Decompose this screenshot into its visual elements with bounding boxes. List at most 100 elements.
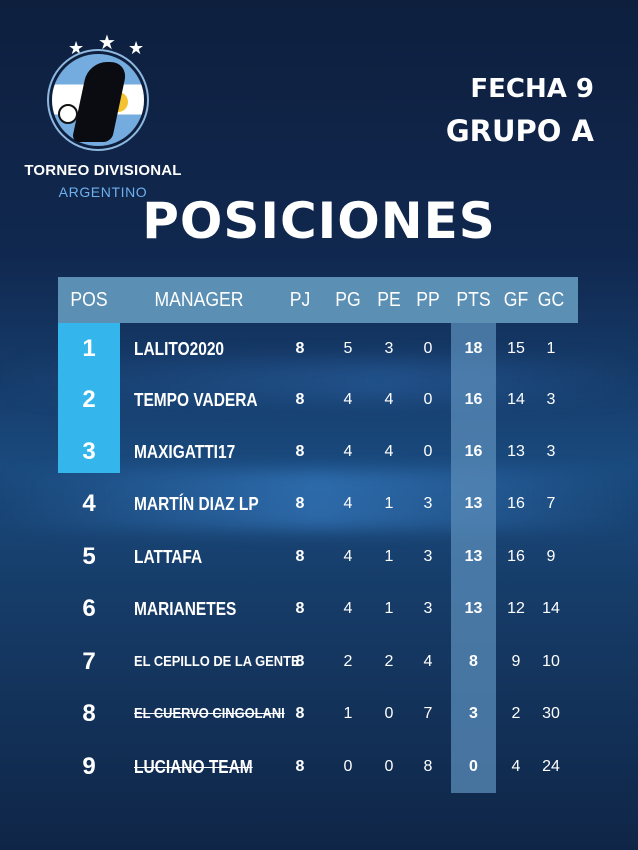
cell-pj: 8 (295, 443, 305, 460)
cell-pp: 3 (423, 495, 433, 512)
cell-gc: 3 (546, 391, 556, 408)
stars-icon: ★ ★ ★ (68, 30, 145, 59)
cell-gf: 15 (507, 340, 525, 357)
cell-pp: 3 (423, 600, 433, 617)
cell-manager: LATTAFA (134, 547, 203, 567)
cell-pos: 2 (82, 386, 96, 413)
cell-pts: 3 (469, 705, 478, 722)
cell-manager: MAXIGATTI17 (134, 442, 236, 462)
column-header-pj: PJ (289, 289, 311, 311)
cell-pj: 8 (295, 391, 305, 408)
cell-pe: 0 (384, 705, 394, 722)
cell-pe: 0 (384, 758, 394, 775)
cell-pg: 4 (343, 548, 353, 565)
cell-pts: 0 (469, 758, 478, 775)
cell-gc: 30 (542, 705, 560, 722)
cell-pp: 7 (423, 705, 433, 722)
cell-gc: 14 (542, 600, 560, 617)
cell-pos: 4 (82, 490, 96, 517)
cell-gf: 14 (507, 391, 525, 408)
table-row: 3 MAXIGATTI17 8 4 4 0 16 13 3 (58, 426, 578, 478)
cell-pp: 3 (423, 548, 433, 565)
cell-manager: TEMPO VADERA (134, 390, 258, 410)
cell-pp: 4 (423, 653, 433, 670)
cell-pe: 1 (384, 600, 394, 617)
cell-pts: 13 (464, 548, 483, 565)
column-header-pts: PTS (456, 289, 491, 311)
cell-pj: 8 (295, 758, 305, 775)
cell-pp: 0 (423, 391, 433, 408)
cell-pj: 8 (295, 548, 305, 565)
cell-pg: 4 (343, 391, 353, 408)
cell-gf: 2 (511, 705, 521, 722)
cell-manager: EL CEPILLO DE LA GENTE (134, 653, 300, 670)
cell-pts: 13 (464, 495, 483, 512)
page-title: POSICIONES (142, 192, 496, 250)
cell-gf: 16 (507, 548, 525, 565)
cell-pj: 8 (295, 600, 305, 617)
cell-gc: 3 (546, 443, 556, 460)
cell-gc: 9 (546, 548, 556, 565)
cell-pts: 16 (464, 391, 483, 408)
cell-pe: 4 (384, 391, 394, 408)
table-row: 1 LALITO2020 8 5 3 0 18 15 1 (58, 323, 578, 375)
ball-icon (58, 104, 78, 124)
table-row: 4 MARTÍN DIAZ LP 8 4 1 3 13 16 7 (58, 478, 578, 530)
table-row: 5 LATTAFA 8 4 1 3 13 16 9 (58, 531, 578, 583)
tournament-logo: ★ ★ ★ TORNEO DIVISIONAL ARGENTINO (10, 14, 190, 200)
cell-pe: 1 (384, 495, 394, 512)
cell-gf: 13 (507, 443, 525, 460)
column-header-pg: PG (335, 289, 361, 311)
grupo-label: GRUPO A (445, 114, 594, 148)
cell-pj: 8 (295, 705, 305, 722)
cell-pts: 18 (464, 340, 483, 357)
cell-pg: 4 (343, 443, 353, 460)
cell-pos: 6 (82, 595, 96, 622)
cell-gf: 16 (507, 495, 525, 512)
cell-gc: 1 (546, 340, 556, 357)
cell-gf: 4 (511, 758, 521, 775)
cell-pe: 1 (384, 548, 394, 565)
cell-pj: 8 (295, 653, 305, 670)
cell-pg: 0 (343, 758, 353, 775)
table-row: 7 EL CEPILLO DE LA GENTE 8 2 2 4 8 9 10 (58, 636, 578, 688)
cell-pts: 16 (464, 443, 483, 460)
table-header: POS MANAGER PJ PG PE PP PTS GF GC (58, 277, 578, 323)
cell-gf: 12 (507, 600, 525, 617)
cell-pts: 13 (464, 600, 483, 617)
cell-pe: 4 (384, 443, 394, 460)
cell-pg: 4 (343, 495, 353, 512)
cell-pe: 3 (384, 340, 394, 357)
cell-gf: 9 (511, 653, 521, 670)
cell-pos: 3 (82, 438, 96, 465)
fecha-label: FECHA 9 (470, 74, 594, 104)
player-silhouette-icon (71, 62, 129, 142)
cell-manager: MARTÍN DIAZ LP (134, 494, 259, 514)
column-header-manager: MANAGER (154, 289, 244, 311)
cell-pj: 8 (295, 340, 305, 357)
table-row: 6 MARIANETES 8 4 1 3 13 12 14 (58, 583, 578, 635)
cell-pg: 5 (343, 340, 353, 357)
table-row: 2 TEMPO VADERA 8 4 4 0 16 14 3 (58, 374, 578, 426)
cell-pp: 0 (423, 340, 433, 357)
cell-gc: 10 (542, 653, 560, 670)
cell-pg: 2 (343, 653, 353, 670)
column-header-gc: GC (537, 289, 565, 311)
pts-column-highlight (451, 323, 496, 793)
cell-manager: MARIANETES (134, 599, 237, 619)
cell-manager: EL CUERVO CINGOLANI (134, 705, 285, 722)
cell-pos: 1 (82, 335, 96, 362)
cell-pos: 8 (82, 700, 96, 727)
cell-gc: 24 (542, 758, 560, 775)
argentina-flag-emblem (52, 54, 144, 146)
cell-pp: 0 (423, 443, 433, 460)
cell-pg: 4 (343, 600, 353, 617)
column-header-pp: PP (416, 289, 440, 311)
cell-manager: LUCIANO TEAM (134, 757, 253, 777)
cell-gc: 7 (546, 495, 556, 512)
cell-pj: 8 (295, 495, 305, 512)
column-header-pos: POS (70, 289, 108, 311)
cell-pos: 7 (82, 648, 96, 675)
table-row: 9 LUCIANO TEAM 8 0 0 8 0 4 24 (58, 741, 578, 793)
cell-pp: 8 (423, 758, 433, 775)
